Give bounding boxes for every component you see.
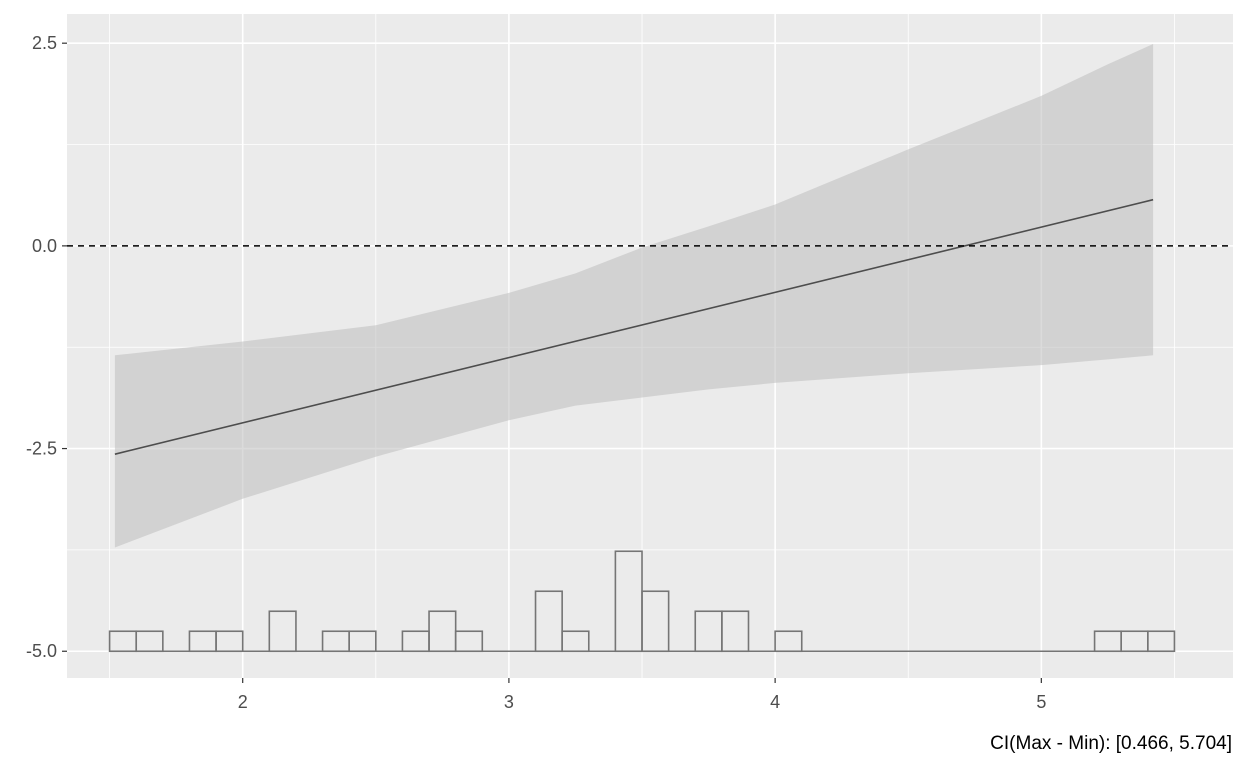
estimate-line-layer (114, 198, 1154, 455)
histogram-bar (534, 590, 563, 653)
x-tick-label: 3 (504, 692, 514, 712)
confidence-band (114, 44, 1154, 548)
histogram-bar (348, 630, 377, 653)
axes-layer: 2 3 4 5 2.5 0.0 -2.5 -5.0 (26, 33, 1046, 712)
histogram-layer (108, 550, 1176, 653)
confidence-band-layer (114, 44, 1154, 548)
y-tick-label: -5.0 (26, 641, 57, 661)
y-tick-label: 0.0 (32, 236, 57, 256)
histogram-bar (454, 630, 484, 653)
chart-caption: CI(Max - Min): [0.466, 5.704] (990, 733, 1232, 754)
histogram-bar (774, 630, 803, 653)
estimate-line (114, 198, 1154, 455)
histogram-bar (641, 590, 670, 653)
x-tick-label: 5 (1036, 692, 1046, 712)
x-tick-label: 4 (770, 692, 780, 712)
y-tick-label: 2.5 (32, 33, 57, 53)
histogram-bar (561, 630, 590, 653)
histogram-bar (1147, 630, 1176, 653)
histogram-bar (135, 630, 164, 653)
histogram-bar (268, 610, 297, 653)
histogram-bar (215, 630, 244, 653)
x-tick-label: 2 (238, 692, 248, 712)
histogram-bar (721, 610, 750, 653)
y-tick-label: -2.5 (26, 439, 57, 459)
